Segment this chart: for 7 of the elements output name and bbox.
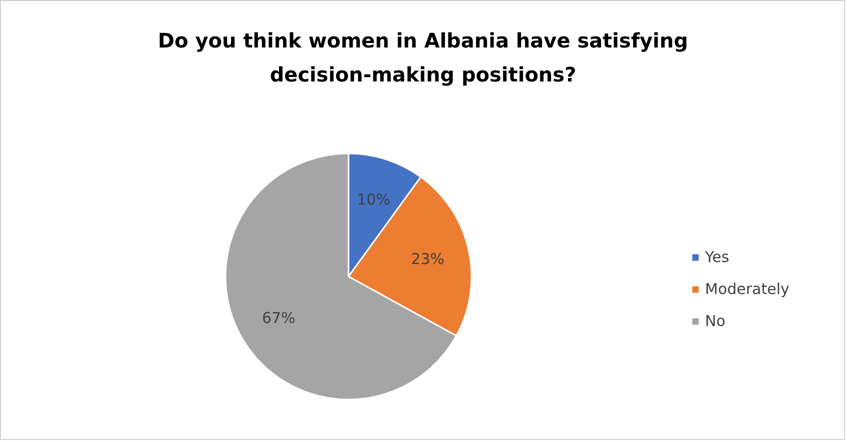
data-label: 10% [356, 190, 390, 208]
data-label: 23% [411, 250, 444, 268]
legend-label: Moderately [705, 280, 790, 298]
data-label: 67% [262, 308, 296, 327]
legend-label: Yes [705, 248, 730, 266]
chart-title: Do you think women in Albania have satisfying decision-making positions? [158, 28, 688, 86]
legend-label: No [705, 312, 726, 330]
